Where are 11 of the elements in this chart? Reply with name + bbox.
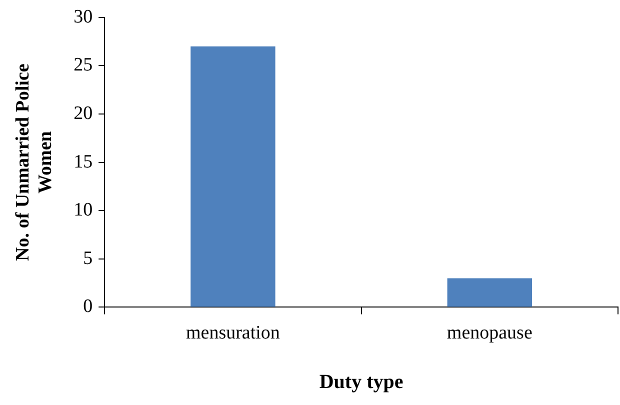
y-axis-title: No. of Unmarried Police Women bbox=[12, 64, 56, 261]
x-axis-title: Duty type bbox=[319, 371, 404, 394]
x-tick-label: mensuration bbox=[186, 322, 280, 344]
y-tick-label: 25 bbox=[74, 54, 93, 76]
y-tick-label: 10 bbox=[74, 200, 93, 221]
y-tick-label: 30 bbox=[74, 6, 93, 28]
y-tick-label: 0 bbox=[83, 296, 93, 318]
y-tick-label: 5 bbox=[83, 248, 93, 269]
y-tick-label: 20 bbox=[74, 102, 93, 124]
x-tick-label: menopause bbox=[446, 322, 532, 344]
y-tick-label: 15 bbox=[74, 151, 93, 172]
